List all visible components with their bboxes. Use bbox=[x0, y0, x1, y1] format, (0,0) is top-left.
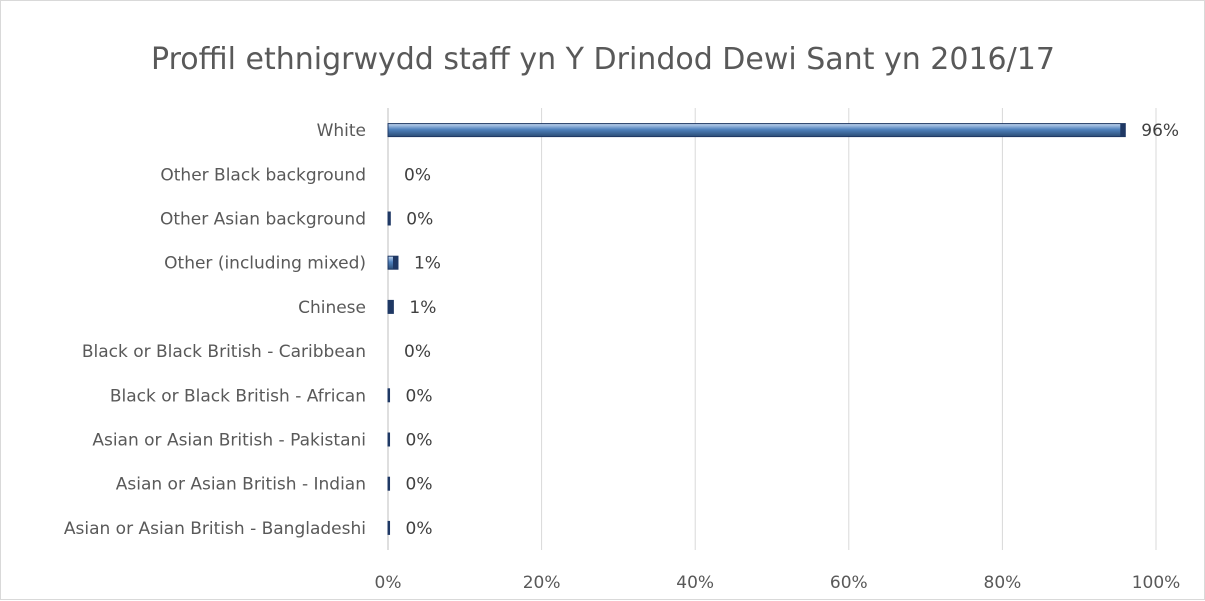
bar bbox=[387, 123, 1126, 138]
category-label: Other Asian background bbox=[160, 210, 366, 230]
category-label: Other Black background bbox=[160, 165, 366, 185]
category-label: Asian or Asian British - Pakistani bbox=[92, 431, 366, 451]
bar-end-cap bbox=[388, 212, 391, 225]
x-tick-label: 80% bbox=[984, 573, 1022, 593]
x-tick-label: 100% bbox=[1132, 573, 1181, 593]
bar-end-cap bbox=[1120, 123, 1126, 137]
bar-end-cap bbox=[388, 477, 390, 491]
data-label: 96% bbox=[1141, 121, 1179, 141]
bar-end-cap bbox=[388, 300, 394, 314]
bar-end-cap bbox=[388, 388, 390, 402]
bar-end-cap bbox=[388, 433, 390, 446]
category-label: Other (including mixed) bbox=[164, 254, 366, 274]
category-label: Asian or Asian British - Indian bbox=[116, 475, 366, 495]
x-tick-label: 60% bbox=[830, 573, 868, 593]
x-tick-label: 20% bbox=[523, 573, 561, 593]
data-labels: 96% 0% 0% 1% 1% 0% 0% 0% 0% 0% bbox=[404, 121, 1179, 539]
category-label: Black or Black British - African bbox=[110, 386, 366, 406]
category-labels: White Other Black background Other Asian b… bbox=[64, 121, 366, 539]
x-tick-label: 40% bbox=[676, 573, 714, 593]
x-axis-ticks: 0% 20% 40% 60% 80% 100% bbox=[375, 573, 1181, 593]
x-tick-label: 0% bbox=[375, 573, 402, 593]
data-label: 0% bbox=[406, 475, 433, 495]
chart-title: Proffil ethnigrwydd staff yn Y Drindod D… bbox=[151, 42, 1055, 77]
bar-end-cap bbox=[392, 256, 398, 270]
category-label: Asian or Asian British - Bangladeshi bbox=[64, 519, 366, 539]
data-label: 0% bbox=[406, 210, 433, 230]
gridlines bbox=[387, 108, 1157, 550]
category-label: Chinese bbox=[298, 298, 366, 318]
category-label: Black or Black British - Caribbean bbox=[82, 342, 366, 362]
data-label: 0% bbox=[406, 386, 433, 406]
data-label: 0% bbox=[406, 519, 433, 539]
data-label: 1% bbox=[414, 254, 441, 274]
category-label: White bbox=[317, 121, 366, 141]
data-label: 0% bbox=[406, 431, 433, 451]
data-label: 0% bbox=[404, 165, 431, 185]
bar-end-cap bbox=[388, 521, 390, 535]
data-label: 0% bbox=[404, 342, 431, 362]
bars bbox=[387, 123, 1126, 535]
data-label: 1% bbox=[409, 298, 436, 318]
